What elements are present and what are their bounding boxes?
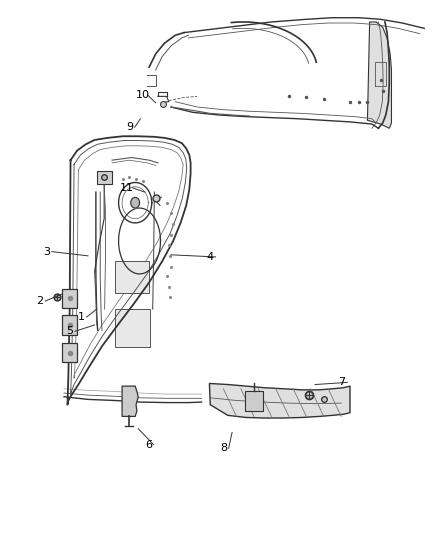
- Polygon shape: [62, 343, 77, 362]
- Polygon shape: [115, 261, 149, 293]
- Polygon shape: [97, 171, 112, 184]
- Text: 6: 6: [145, 440, 152, 450]
- Text: 10: 10: [136, 90, 150, 100]
- Polygon shape: [62, 289, 77, 308]
- Text: 5: 5: [66, 326, 73, 336]
- Polygon shape: [122, 386, 138, 416]
- Text: 8: 8: [220, 443, 227, 453]
- Text: 9: 9: [126, 122, 133, 132]
- Text: 7: 7: [339, 377, 346, 387]
- Text: 3: 3: [43, 247, 50, 256]
- Text: 1: 1: [78, 312, 85, 322]
- Polygon shape: [62, 316, 77, 335]
- Polygon shape: [209, 383, 350, 418]
- Text: 2: 2: [36, 296, 43, 306]
- Polygon shape: [115, 309, 150, 348]
- Polygon shape: [131, 197, 140, 208]
- Text: 11: 11: [120, 183, 134, 193]
- Text: 4: 4: [207, 252, 214, 262]
- Polygon shape: [245, 391, 263, 411]
- Polygon shape: [367, 22, 392, 128]
